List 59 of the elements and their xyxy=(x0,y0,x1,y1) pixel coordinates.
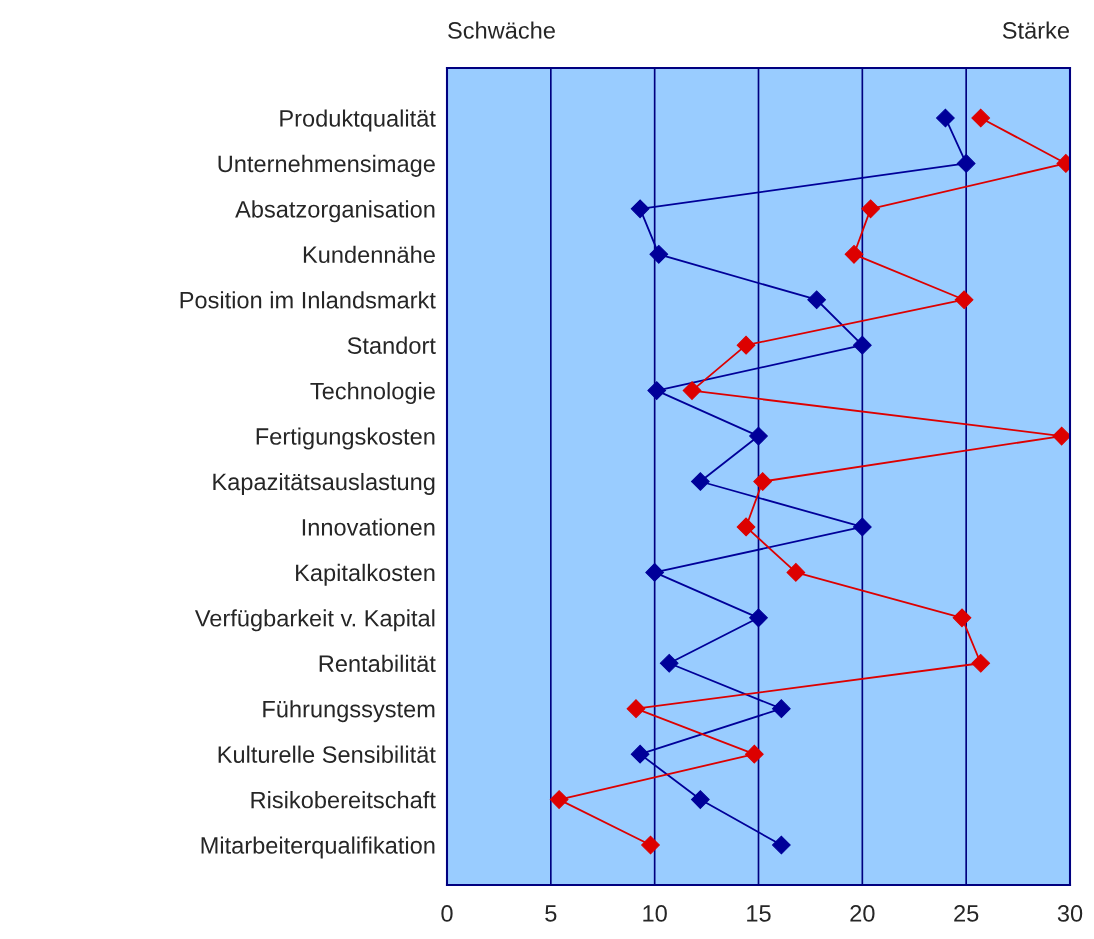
point xyxy=(771,835,791,855)
point xyxy=(753,472,773,491)
y-tick-label: Position im Inlandsmarkt xyxy=(180,291,436,309)
y-tick-label: Mitarbeiterqualifikation xyxy=(201,836,435,859)
point xyxy=(954,290,974,310)
y-tick-label: Unternehmensimage xyxy=(218,154,435,177)
point xyxy=(952,608,972,628)
point xyxy=(749,426,768,446)
point xyxy=(844,244,864,264)
point xyxy=(771,699,791,719)
y-tick-label: Innovationen xyxy=(302,518,435,536)
point xyxy=(549,790,569,809)
point xyxy=(936,108,955,128)
y-tick-label: Führungssystem xyxy=(263,700,435,723)
point xyxy=(749,608,768,628)
text: Schwäche xyxy=(448,21,555,39)
point xyxy=(630,199,650,219)
y-tick-label: Risikobereitschaft xyxy=(251,791,436,809)
x-tick-label: 5 xyxy=(545,905,557,922)
y-tick-label: Absatzorganisation xyxy=(235,200,435,223)
point xyxy=(645,563,665,582)
point xyxy=(690,790,710,809)
point xyxy=(641,835,660,855)
point xyxy=(626,699,646,719)
point xyxy=(647,381,667,400)
text: Stärke xyxy=(1002,21,1069,39)
point xyxy=(1052,426,1070,446)
point xyxy=(861,199,880,219)
point xyxy=(956,154,976,173)
x-tick-label: 25 xyxy=(954,905,979,922)
point xyxy=(736,335,756,355)
point xyxy=(630,744,650,764)
point xyxy=(690,472,710,491)
point xyxy=(682,381,702,400)
y-tick-label: Kulturelle Sensibilität xyxy=(218,745,436,763)
point xyxy=(807,290,827,310)
point xyxy=(649,244,669,264)
point xyxy=(786,563,806,582)
y-tick-label: Kundennähe xyxy=(303,245,435,264)
point xyxy=(852,517,872,537)
y-tick-label: Rentabilität xyxy=(319,654,436,673)
y-tick-label: Kapazitätsauslastung xyxy=(213,472,435,495)
y-tick-label: Technologie xyxy=(310,382,435,405)
point xyxy=(852,335,872,355)
y-tick-label: Kapitalkosten xyxy=(296,563,435,586)
point xyxy=(736,517,756,537)
point xyxy=(971,108,991,128)
point xyxy=(744,744,764,764)
point xyxy=(971,653,991,673)
y-tick-label: Fertigungskosten xyxy=(256,427,435,450)
x-tick-label: 15 xyxy=(747,905,771,922)
x-tick-label: 30 xyxy=(1057,905,1083,922)
y-tick-label: Standort xyxy=(347,336,436,354)
x-tick-label: 20 xyxy=(850,905,875,922)
x-tick-label: 10 xyxy=(643,905,667,922)
y-tick-label: Verfügbarkeit v. Kapital xyxy=(194,609,435,632)
point xyxy=(659,653,679,673)
x-tick-label: 0 xyxy=(441,905,453,922)
y-tick-label: Produktqualität xyxy=(280,109,436,132)
